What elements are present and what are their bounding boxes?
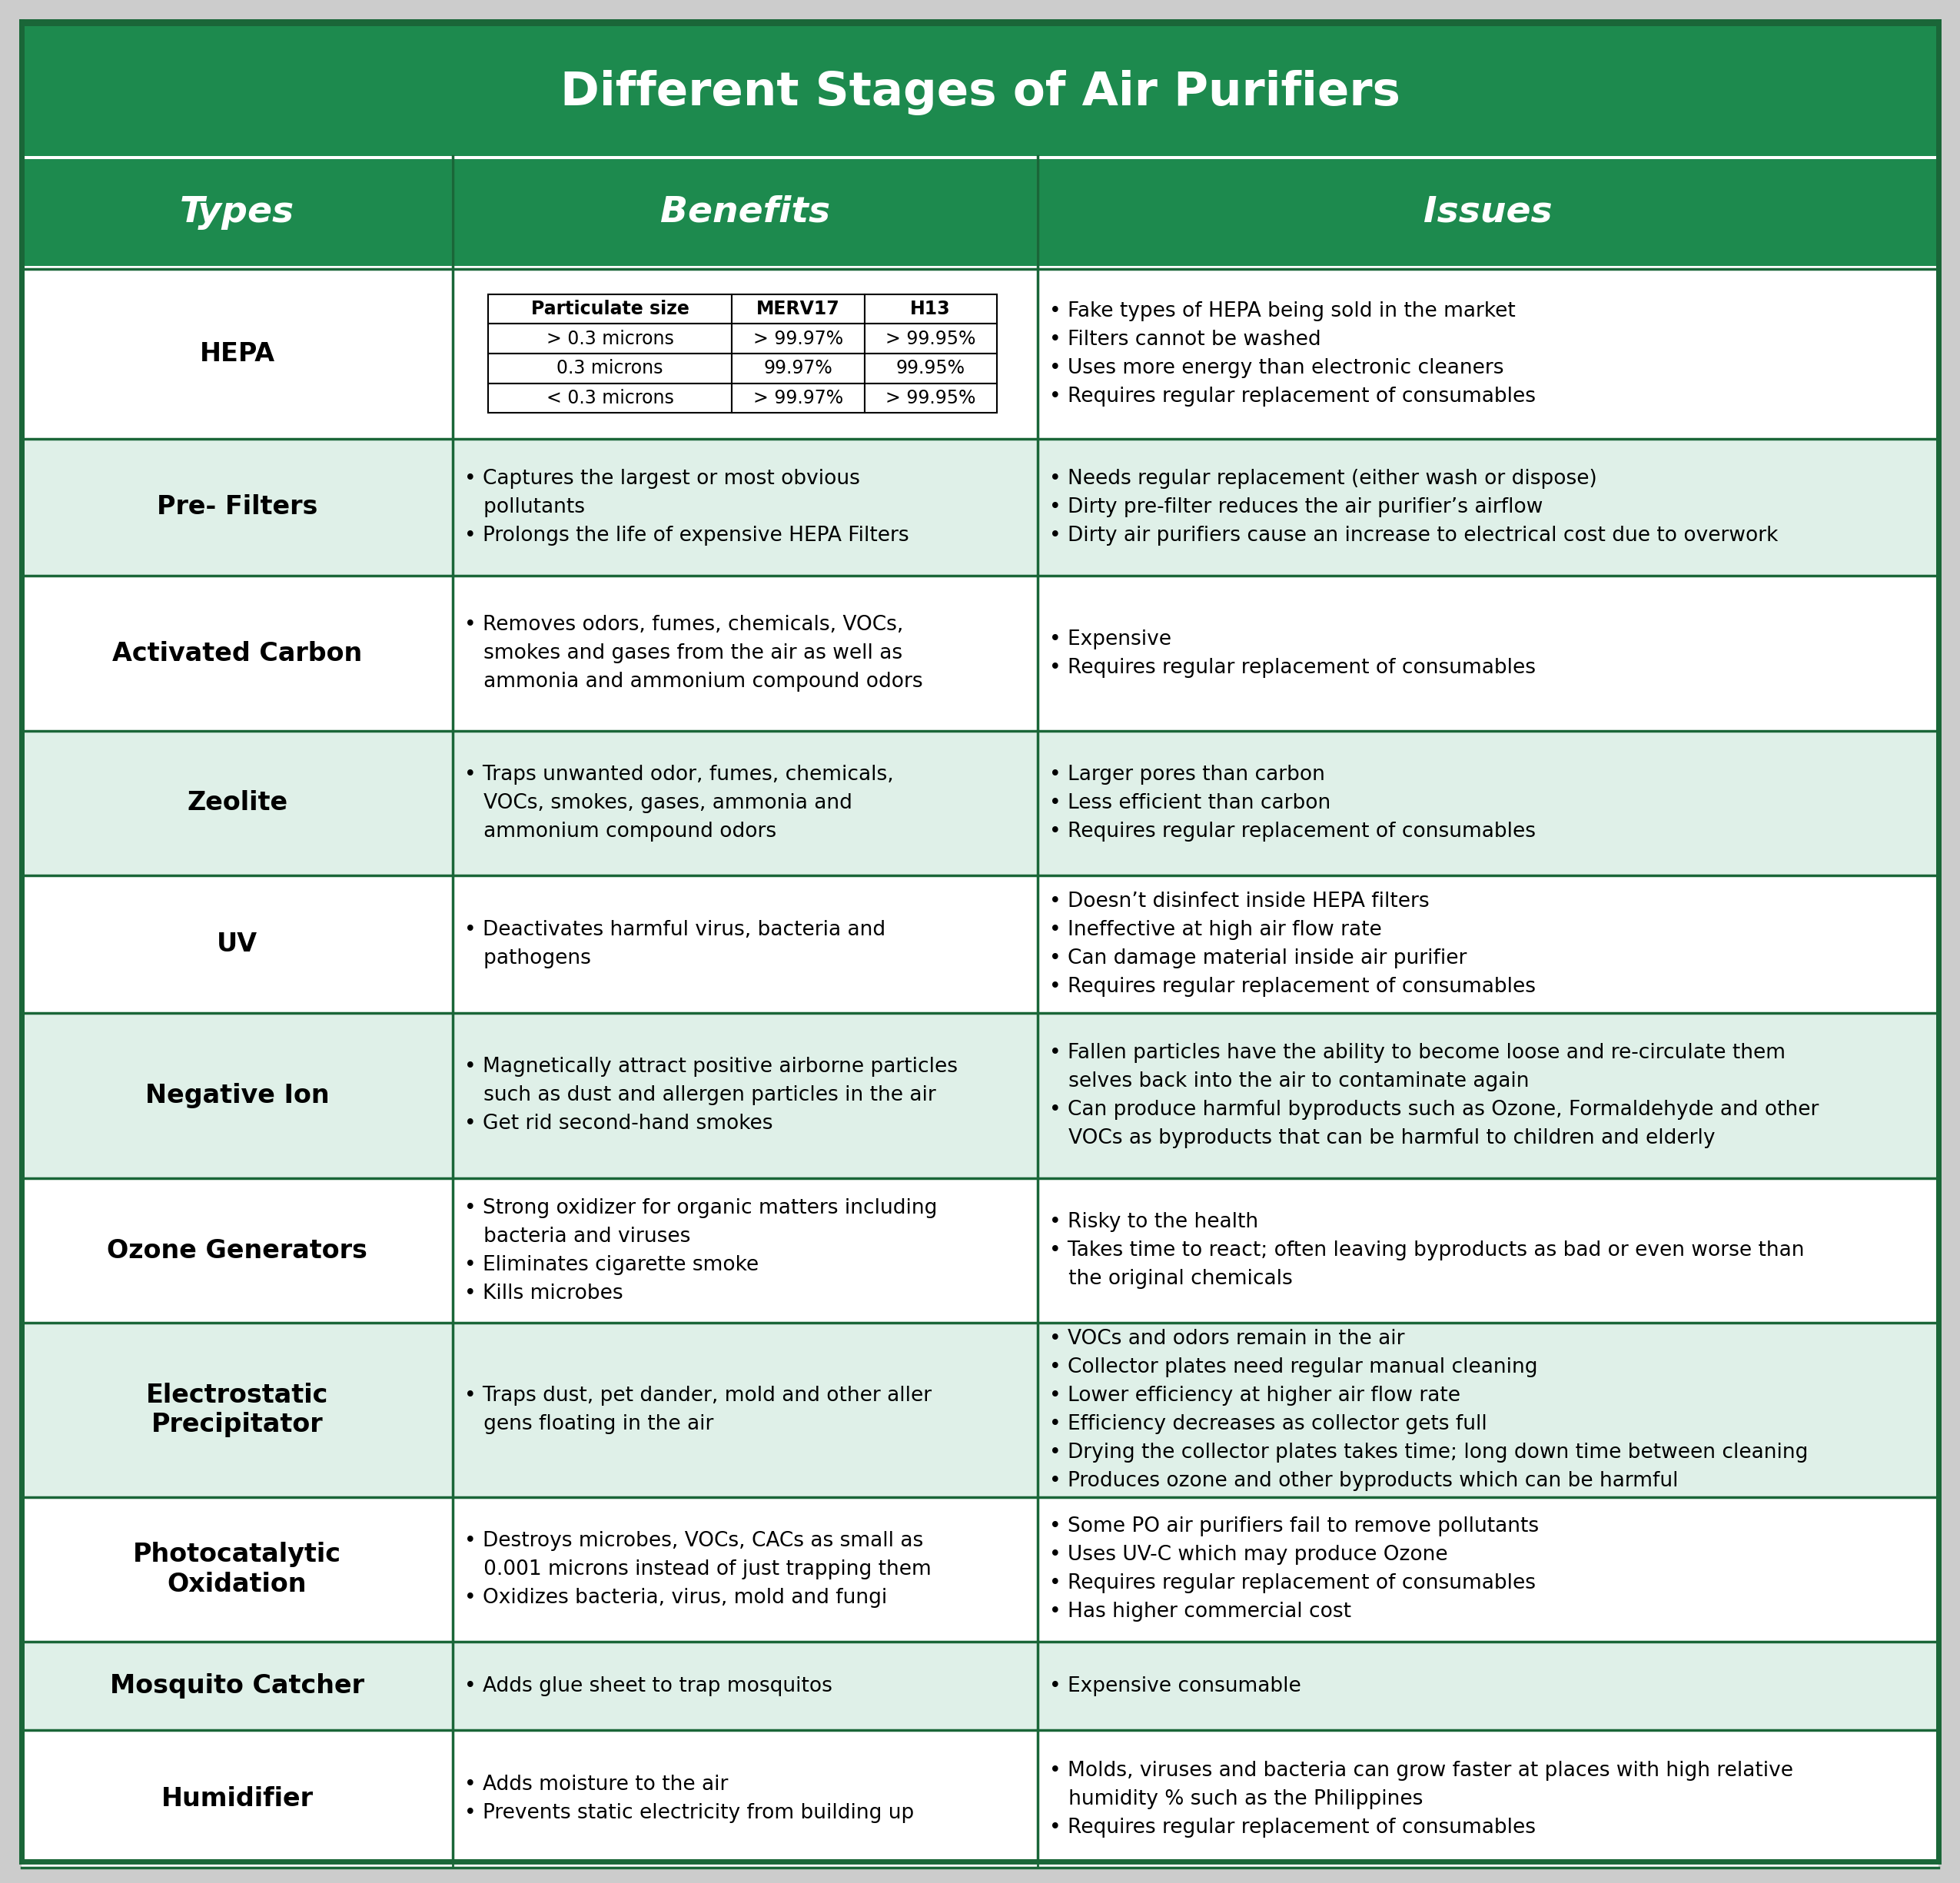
Bar <box>453 1642 1037 1730</box>
Bar <box>1037 269 1938 439</box>
Text: • Risky to the health
• Takes time to react; often leaving byproducts as bad or : • Risky to the health • Takes time to re… <box>1049 1213 1805 1290</box>
Bar <box>453 269 1037 439</box>
Bar <box>864 354 996 384</box>
Text: • Molds, viruses and bacteria can grow faster at places with high relative
   hu: • Molds, viruses and bacteria can grow f… <box>1049 1761 1793 1838</box>
Bar <box>22 1324 453 1497</box>
Bar <box>453 1324 1037 1497</box>
Text: • Larger pores than carbon
• Less efficient than carbon
• Requires regular repla: • Larger pores than carbon • Less effici… <box>1049 764 1535 842</box>
Bar <box>453 439 1037 576</box>
Text: • Captures the largest or most obvious
   pollutants
• Prolongs the life of expe: • Captures the largest or most obvious p… <box>465 469 909 546</box>
Text: H13: H13 <box>909 299 951 318</box>
Bar <box>22 21 1938 156</box>
Bar <box>22 876 453 1013</box>
Bar <box>488 384 733 412</box>
Bar <box>22 269 453 439</box>
Bar <box>1037 1179 1938 1324</box>
Bar <box>488 324 733 354</box>
Text: • Removes odors, fumes, chemicals, VOCs,
   smokes and gases from the air as wel: • Removes odors, fumes, chemicals, VOCs,… <box>465 616 923 691</box>
Bar <box>453 1497 1037 1642</box>
Bar <box>733 354 864 384</box>
Text: • Destroys microbes, VOCs, CACs as small as
   0.001 microns instead of just tra: • Destroys microbes, VOCs, CACs as small… <box>465 1531 931 1608</box>
Text: Mosquito Catcher: Mosquito Catcher <box>110 1674 365 1698</box>
Bar <box>22 1497 453 1642</box>
Bar <box>1037 876 1938 1013</box>
Bar <box>453 876 1037 1013</box>
Text: > 0.3 microns: > 0.3 microns <box>547 330 674 348</box>
Text: > 99.95%: > 99.95% <box>886 330 976 348</box>
Text: • Adds glue sheet to trap mosquitos: • Adds glue sheet to trap mosquitos <box>465 1676 833 1697</box>
Bar <box>1037 1642 1938 1730</box>
Bar <box>22 1730 453 1868</box>
Bar <box>22 158 1938 266</box>
Text: 99.97%: 99.97% <box>764 360 833 378</box>
Bar <box>864 294 996 324</box>
Text: • Strong oxidizer for organic matters including
   bacteria and viruses
• Elimin: • Strong oxidizer for organic matters in… <box>465 1198 937 1303</box>
Text: • Adds moisture to the air
• Prevents static electricity from building up: • Adds moisture to the air • Prevents st… <box>465 1776 913 1823</box>
Text: > 99.97%: > 99.97% <box>753 330 843 348</box>
Text: UV: UV <box>218 932 257 957</box>
Bar <box>1037 731 1938 876</box>
Text: Humidifier: Humidifier <box>161 1787 314 1811</box>
Bar <box>733 384 864 412</box>
Text: Different Stages of Air Purifiers: Different Stages of Air Purifiers <box>561 70 1399 115</box>
Text: < 0.3 microns: < 0.3 microns <box>547 390 674 407</box>
Text: • Expensive consumable: • Expensive consumable <box>1049 1676 1301 1697</box>
Bar <box>488 294 733 324</box>
Text: HEPA: HEPA <box>200 341 274 367</box>
Text: Ozone Generators: Ozone Generators <box>108 1237 367 1263</box>
Bar <box>22 731 453 876</box>
Text: • Some PO air purifiers fail to remove pollutants
• Uses UV-C which may produce : • Some PO air purifiers fail to remove p… <box>1049 1516 1539 1621</box>
Bar <box>22 439 453 576</box>
Text: > 99.95%: > 99.95% <box>886 390 976 407</box>
Text: • Traps unwanted odor, fumes, chemicals,
   VOCs, smokes, gases, ammonia and
   : • Traps unwanted odor, fumes, chemicals,… <box>465 764 894 842</box>
Bar <box>22 266 1938 269</box>
Bar <box>1037 1730 1938 1868</box>
Text: Photocatalytic
Oxidation: Photocatalytic Oxidation <box>133 1542 341 1597</box>
Bar <box>22 1642 453 1730</box>
Text: 0.3 microns: 0.3 microns <box>557 360 662 378</box>
Bar <box>453 1013 1037 1179</box>
Text: Pre- Filters: Pre- Filters <box>157 495 318 520</box>
Bar <box>453 576 1037 731</box>
Text: MERV17: MERV17 <box>757 299 841 318</box>
Bar <box>453 1730 1037 1868</box>
Text: Types: Types <box>180 196 294 230</box>
Bar <box>733 294 864 324</box>
Bar <box>864 384 996 412</box>
Bar <box>22 21 1938 26</box>
Text: 99.95%: 99.95% <box>896 360 964 378</box>
Text: • VOCs and odors remain in the air
• Collector plates need regular manual cleani: • VOCs and odors remain in the air • Col… <box>1049 1329 1807 1491</box>
Text: • Traps dust, pet dander, mold and other aller
   gens floating in the air: • Traps dust, pet dander, mold and other… <box>465 1386 931 1435</box>
Text: • Deactivates harmful virus, bacteria and
   pathogens: • Deactivates harmful virus, bacteria an… <box>465 921 886 968</box>
Text: > 99.97%: > 99.97% <box>753 390 843 407</box>
Bar <box>22 1013 453 1179</box>
Text: Negative Ion: Negative Ion <box>145 1083 329 1109</box>
Bar <box>22 576 453 731</box>
Bar <box>1037 1497 1938 1642</box>
Bar <box>488 354 733 384</box>
Text: • Fallen particles have the ability to become loose and re-circulate them
   sel: • Fallen particles have the ability to b… <box>1049 1043 1819 1149</box>
Bar <box>1037 576 1938 731</box>
Bar <box>1037 439 1938 576</box>
Bar <box>22 156 1938 158</box>
Text: Benefits: Benefits <box>661 196 831 230</box>
Text: Zeolite: Zeolite <box>186 791 288 815</box>
Text: • Needs regular replacement (either wash or dispose)
• Dirty pre-filter reduces : • Needs regular replacement (either wash… <box>1049 469 1778 546</box>
Text: • Expensive
• Requires regular replacement of consumables: • Expensive • Requires regular replaceme… <box>1049 629 1535 678</box>
Bar <box>733 324 864 354</box>
Bar <box>864 324 996 354</box>
Text: Activated Carbon: Activated Carbon <box>112 640 363 667</box>
Bar <box>22 1179 453 1324</box>
Text: Particulate size: Particulate size <box>531 299 690 318</box>
Text: • Fake types of HEPA being sold in the market
• Filters cannot be washed
• Uses : • Fake types of HEPA being sold in the m… <box>1049 301 1535 407</box>
Text: • Doesn’t disinfect inside HEPA filters
• Ineffective at high air flow rate
• Ca: • Doesn’t disinfect inside HEPA filters … <box>1049 891 1535 996</box>
Bar <box>453 1179 1037 1324</box>
Text: Electrostatic
Precipitator: Electrostatic Precipitator <box>145 1382 329 1437</box>
Bar <box>1037 1324 1938 1497</box>
Bar <box>453 731 1037 876</box>
Text: Issues: Issues <box>1423 196 1552 230</box>
Text: • Magnetically attract positive airborne particles
   such as dust and allergen : • Magnetically attract positive airborne… <box>465 1056 958 1134</box>
Bar <box>1037 1013 1938 1179</box>
